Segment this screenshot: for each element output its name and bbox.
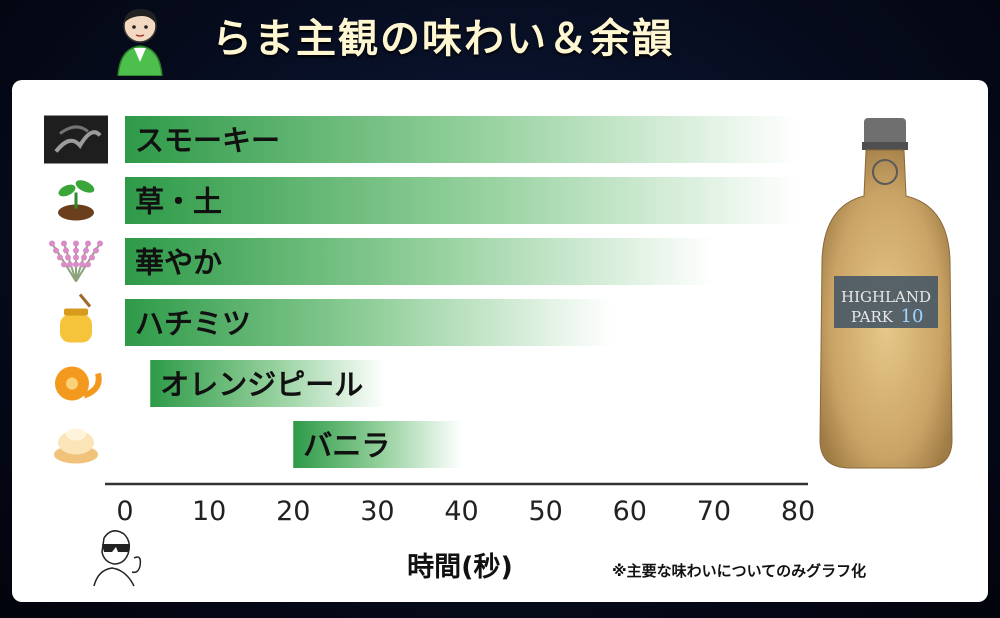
bar-3: [125, 238, 714, 285]
header-bar: らま主観の味わい＆余韻: [0, 0, 1000, 78]
orange-peel-icon: [55, 366, 102, 401]
bar-label-1: スモーキー: [135, 124, 280, 158]
x-tick-label-30: 30: [360, 496, 394, 527]
bar-6: [293, 421, 462, 468]
footnote: ※主要な味わいについてのみグラフ化: [612, 562, 867, 580]
whisky-bottle-image: HIGHLAND PARK 10: [819, 118, 953, 469]
bar-label-2: 草・土: [135, 185, 222, 219]
x-tick-label-10: 10: [192, 496, 226, 527]
bar-label-6: バニラ: [303, 429, 390, 463]
bar-label-5: オレンジピール: [160, 368, 363, 402]
x-axis-title: 時間(秒): [407, 552, 513, 583]
vanilla-cream-icon: [54, 428, 98, 464]
bar-5: [150, 360, 386, 407]
heather-icon: [49, 240, 103, 283]
x-tick-label-50: 50: [528, 496, 562, 527]
bottle-label-age: 10: [901, 306, 924, 327]
x-tick-label-80: 80: [781, 496, 815, 527]
bar-label-4: ハチミツ: [135, 307, 251, 341]
x-tick-label-0: 0: [116, 496, 133, 527]
bar-1: [125, 116, 798, 163]
sunglasses-figure-icon: [93, 530, 142, 587]
x-axis: 0 10 20 30 40 50 60 70 80: [105, 482, 815, 527]
bottle-label-line1: HIGHLAND: [841, 288, 931, 306]
x-tick-label-20: 20: [276, 496, 310, 527]
x-tick-label-40: 40: [444, 496, 478, 527]
x-tick-label-60: 60: [613, 496, 647, 527]
bar-label-3: 華やか: [135, 246, 222, 280]
icons-layer: [44, 115, 108, 464]
page-title: らま主観の味わい＆余韻: [212, 16, 674, 62]
sprout-icon: [58, 180, 95, 221]
smoke-icon: [44, 115, 108, 164]
x-tick-label-70: 70: [697, 496, 731, 527]
bar-2: [125, 177, 798, 224]
bottle-label-line2: PARK: [851, 308, 894, 326]
honey-jar-icon: [60, 293, 92, 343]
bar-4: [125, 299, 613, 346]
avatar-icon: [117, 8, 163, 76]
